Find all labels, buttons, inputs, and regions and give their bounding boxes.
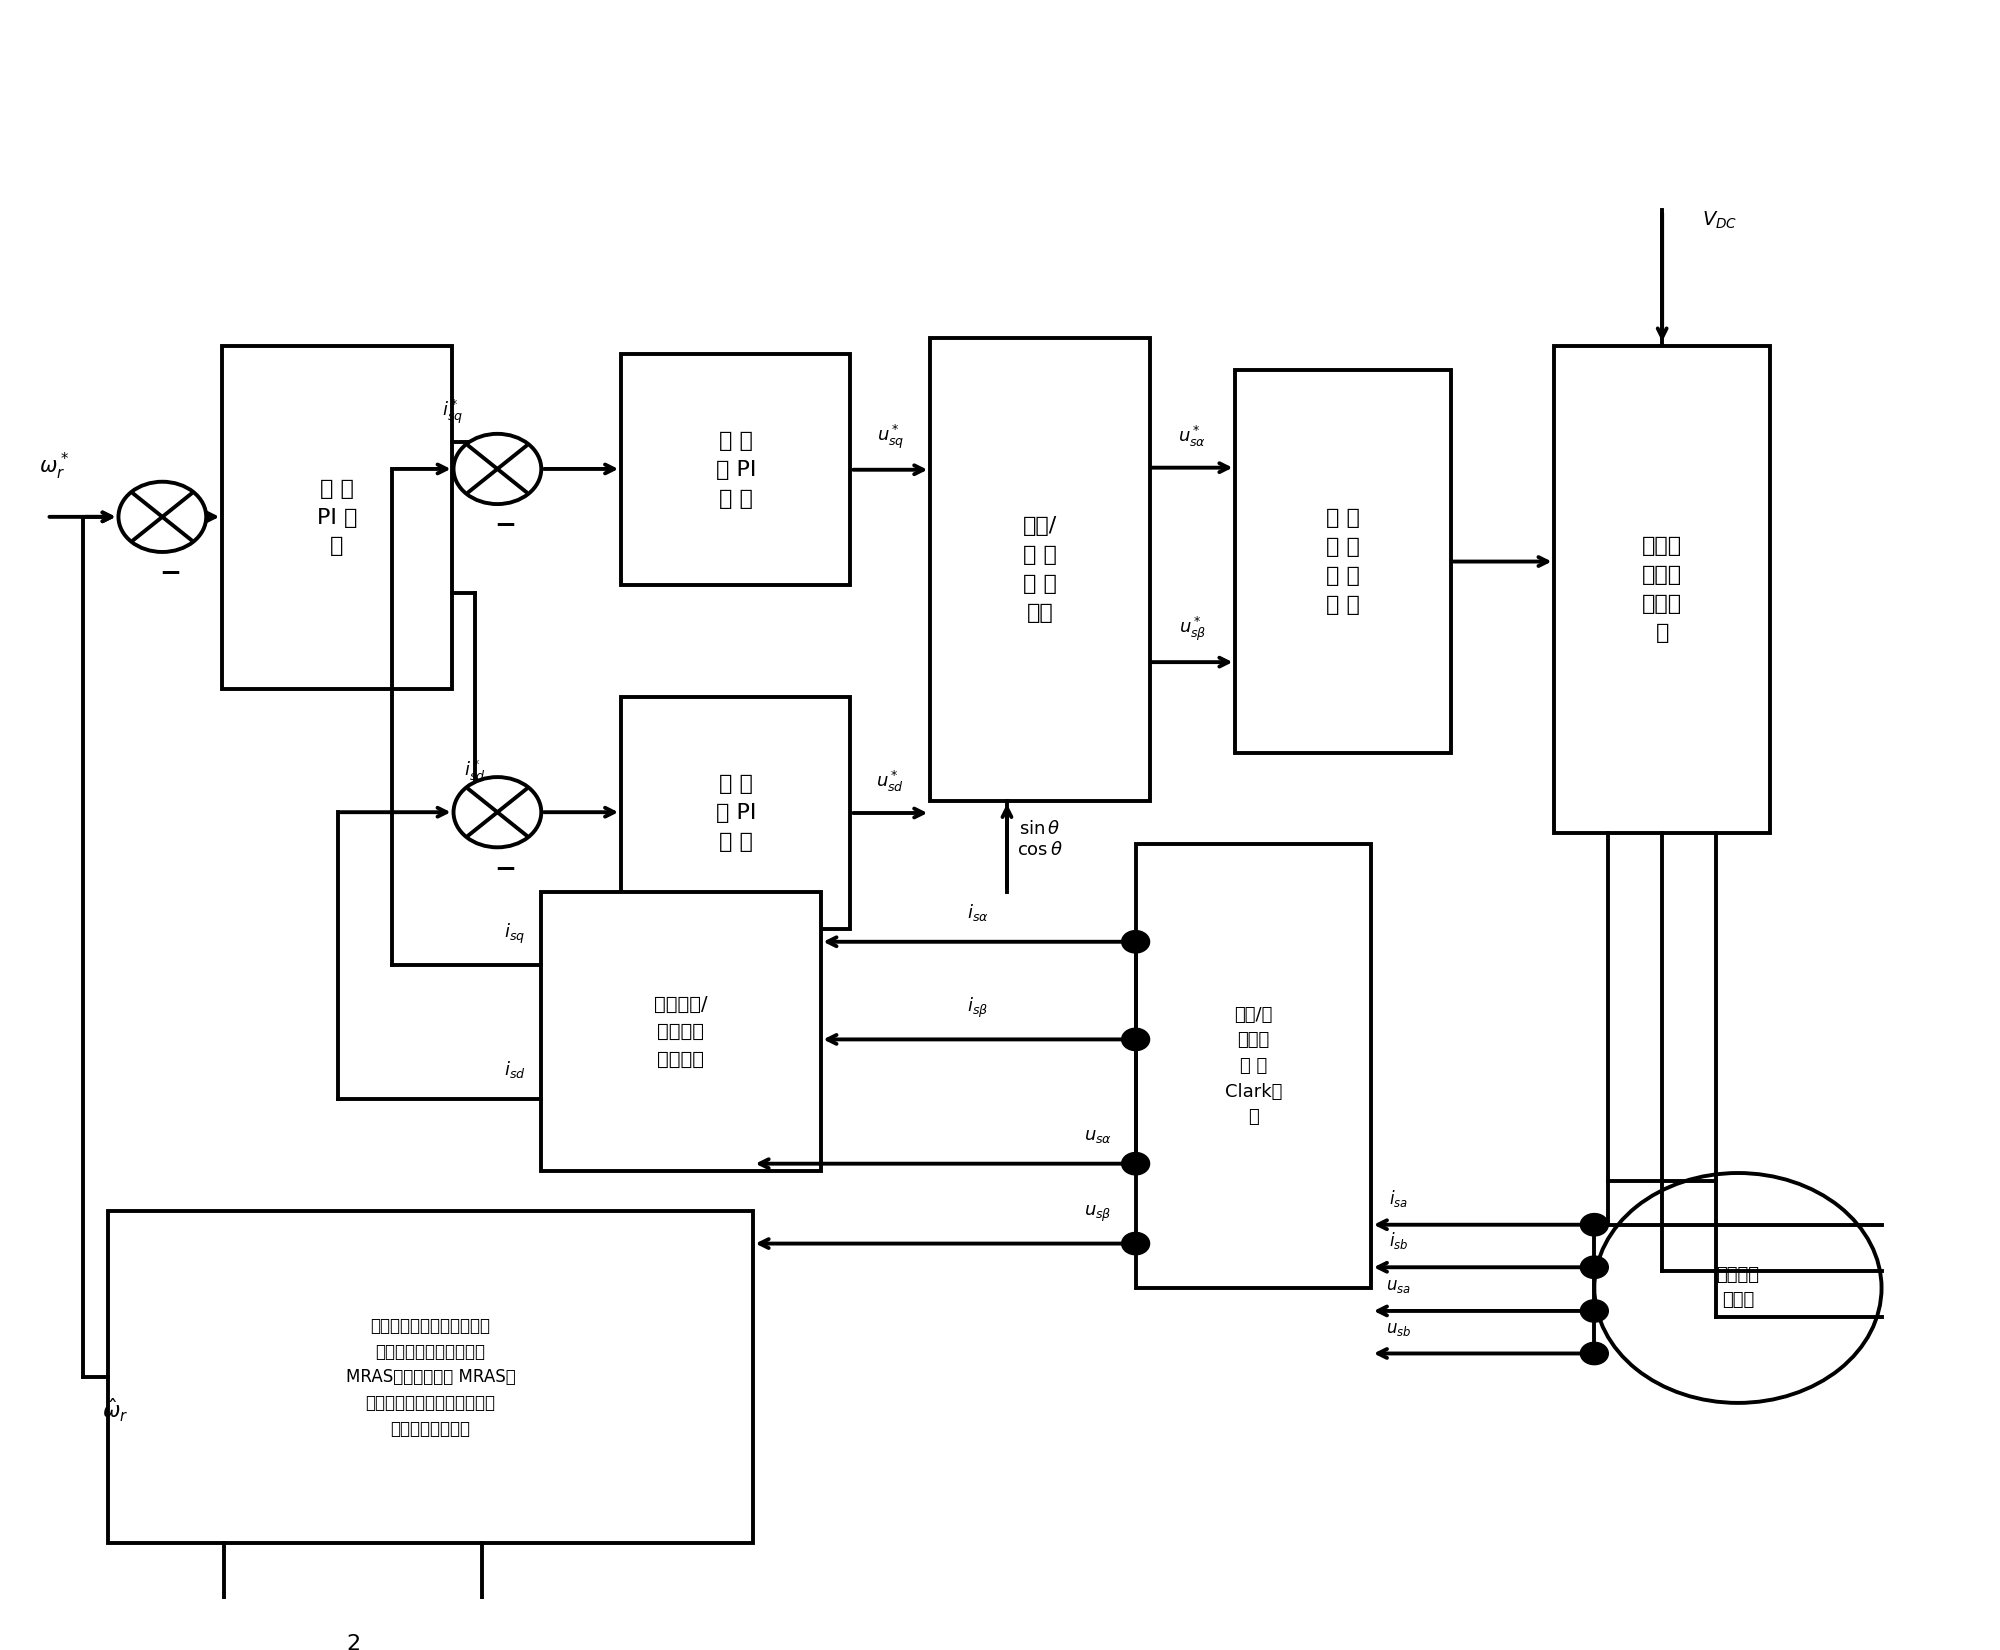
FancyBboxPatch shape <box>1236 370 1450 752</box>
Text: 电 流
环 PI
控 制: 电 流 环 PI 控 制 <box>716 431 756 508</box>
Text: $u_{sq}^*$: $u_{sq}^*$ <box>876 422 904 450</box>
Circle shape <box>1122 1233 1150 1254</box>
Text: $\hat{\omega}_r$: $\hat{\omega}_r$ <box>102 1396 128 1424</box>
Text: $V_{DC}$: $V_{DC}$ <box>1702 210 1738 231</box>
Circle shape <box>1594 1173 1882 1402</box>
Text: $i_{s\beta}$: $i_{s\beta}$ <box>968 997 988 1020</box>
Text: −: − <box>160 561 182 587</box>
Text: $\omega_r^*$: $\omega_r^*$ <box>38 450 68 482</box>
Text: $u_{sb}$: $u_{sb}$ <box>1386 1320 1412 1338</box>
Text: $i_{sq}$: $i_{sq}$ <box>504 921 526 945</box>
Circle shape <box>454 434 542 505</box>
Text: 2: 2 <box>346 1635 360 1650</box>
Text: $u_{s\alpha}$: $u_{s\alpha}$ <box>1084 1127 1112 1145</box>
FancyBboxPatch shape <box>622 698 850 929</box>
Text: $\sin\theta$
$\cos\theta$: $\sin\theta$ $\cos\theta$ <box>1016 820 1062 860</box>
Text: 旋转/
固 定
坐 标
变换: 旋转/ 固 定 坐 标 变换 <box>1022 516 1058 622</box>
Text: $i_{sq}^*$: $i_{sq}^*$ <box>442 398 464 426</box>
Circle shape <box>1122 1152 1150 1175</box>
FancyBboxPatch shape <box>222 346 452 690</box>
FancyBboxPatch shape <box>542 893 820 1172</box>
Text: $u_{sd}^*$: $u_{sd}^*$ <box>876 769 904 794</box>
Text: $i_{sa}$: $i_{sa}$ <box>1390 1188 1408 1209</box>
Text: $u_{s\beta}$: $u_{s\beta}$ <box>1084 1204 1112 1224</box>
FancyBboxPatch shape <box>1136 845 1370 1289</box>
Circle shape <box>1580 1256 1608 1279</box>
Circle shape <box>1580 1343 1608 1365</box>
Text: 两相静止/
两相旋转
坐标变换: 两相静止/ 两相旋转 坐标变换 <box>654 995 708 1069</box>
Text: 交流异步
电动机: 交流异步 电动机 <box>1716 1267 1760 1310</box>
FancyBboxPatch shape <box>622 355 850 586</box>
FancyBboxPatch shape <box>930 338 1150 800</box>
Text: 单一的转速辨识方法：开环
直接估计；基于转子磁链
MRAS、基与反电势 MRAS；
其它方法：全阶磁通观测器、
扩展卡尔曼滤波等: 单一的转速辨识方法：开环 直接估计；基于转子磁链 MRAS、基与反电势 MRAS… <box>346 1317 516 1437</box>
Text: $i_{sd}$: $i_{sd}$ <box>504 1059 526 1079</box>
FancyBboxPatch shape <box>1554 346 1770 833</box>
Text: −: − <box>494 513 516 540</box>
Text: $i_{s\alpha}$: $i_{s\alpha}$ <box>968 901 988 922</box>
Circle shape <box>1122 931 1150 954</box>
Text: 三相/两
相静止
坐 标
Clark变
换: 三相/两 相静止 坐 标 Clark变 换 <box>1224 1005 1282 1127</box>
Text: $u_{sa}$: $u_{sa}$ <box>1386 1277 1412 1295</box>
Circle shape <box>1580 1213 1608 1236</box>
Text: $i_{sb}$: $i_{sb}$ <box>1390 1231 1408 1251</box>
Text: $i_{sd}^*$: $i_{sd}^*$ <box>464 759 486 784</box>
Text: 三相功
率电压
源逆变
器: 三相功 率电压 源逆变 器 <box>1642 536 1682 644</box>
Circle shape <box>118 482 206 553</box>
Text: 空 间
矢 量
脉 宽
调 制: 空 间 矢 量 脉 宽 调 制 <box>1326 508 1360 615</box>
Circle shape <box>1580 1300 1608 1322</box>
Text: $u_{s\beta}^*$: $u_{s\beta}^*$ <box>1178 614 1206 644</box>
Circle shape <box>454 777 542 848</box>
Text: 电 流
环 PI
控 制: 电 流 环 PI 控 制 <box>716 774 756 851</box>
Text: 速 度
PI 控
制: 速 度 PI 控 制 <box>316 478 358 556</box>
Text: $u_{s\alpha}^*$: $u_{s\alpha}^*$ <box>1178 424 1206 449</box>
Circle shape <box>1122 1028 1150 1051</box>
Text: −: − <box>494 856 516 883</box>
FancyBboxPatch shape <box>108 1211 752 1543</box>
